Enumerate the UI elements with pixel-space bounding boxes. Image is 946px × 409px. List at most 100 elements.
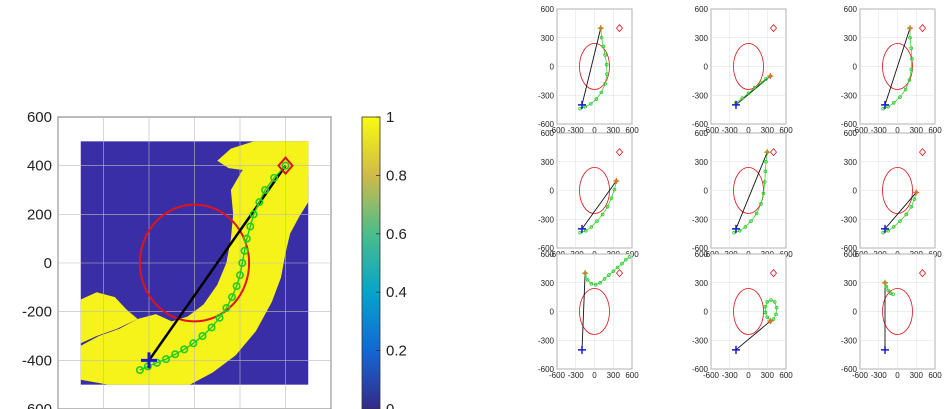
subplot-trajectory-point xyxy=(769,298,773,302)
subplot-end-marker xyxy=(907,25,913,32)
subplot-x-tick-label: 600 xyxy=(779,371,793,380)
subplot-x-tick-label: -300 xyxy=(568,126,585,135)
subplot-x-tick-label: 600 xyxy=(779,126,793,135)
subplot-y-tick-label: 0 xyxy=(853,187,858,196)
subplot-obstacle-circle xyxy=(733,43,764,90)
subplot-x-tick-label: 600 xyxy=(928,371,942,380)
subplot-trajectory-point xyxy=(600,212,605,217)
subplot-y-tick-label: 600 xyxy=(541,129,555,138)
subplot-trajectory-line xyxy=(734,152,768,233)
subplot-trajectory-point xyxy=(589,281,594,286)
subplot-goal-marker xyxy=(615,269,624,278)
subplot-trajectory-point xyxy=(909,67,914,72)
subplot-trajectory-point xyxy=(599,90,604,95)
subplot-trajectory-point xyxy=(763,169,768,174)
subplot-trajectory-point xyxy=(771,317,776,321)
trajectory-point xyxy=(246,222,255,231)
subplot-trajectory-point xyxy=(903,87,908,92)
subplot-trajectory-point xyxy=(595,219,599,223)
subplot-obstacle-circle xyxy=(579,43,610,90)
trajectory-point xyxy=(236,271,245,280)
subplot-trajectory-point xyxy=(763,304,768,309)
subplot-x-tick-label: -600 xyxy=(703,371,720,380)
obstacle-circle xyxy=(138,203,251,323)
subplot-trajectory-point xyxy=(886,288,890,293)
subplot-y-tick-label: -300 xyxy=(692,336,709,345)
subplot-goal-marker xyxy=(769,269,778,278)
subplot-start-marker xyxy=(881,100,889,109)
subplot-obstacle-circle xyxy=(579,288,610,335)
subplot-x-tick-label: 300 xyxy=(910,371,924,380)
subplot-x-tick-label: 300 xyxy=(761,126,775,135)
subplot-y-tick-label: 600 xyxy=(695,250,709,259)
colorbar-tick-label: 0.2 xyxy=(386,343,407,360)
subplot-y-tick-label: -300 xyxy=(692,215,709,224)
subplot-x-tick-label: -600 xyxy=(703,126,720,135)
heatmap-figure: 600 400 200 0 -200 -400 -600 1 0.8 0.6 0.4 0.2 0 xyxy=(22,109,407,409)
subplot-x-tick-label: -600 xyxy=(852,371,869,380)
subplot-trajectory-point xyxy=(615,265,620,270)
subplot-trajectory-point xyxy=(585,278,590,282)
subplot-x-tick-label: -600 xyxy=(549,371,566,380)
trajectory-point xyxy=(180,345,189,354)
trajectory-point xyxy=(189,339,198,348)
subplot-goal-marker xyxy=(918,148,927,157)
subplot-direct-line xyxy=(581,28,602,105)
subplot-x-tick-label: -600 xyxy=(852,126,869,135)
heatmap-high-region-left xyxy=(80,292,138,344)
subplot-y-tick-label: 300 xyxy=(541,34,555,43)
subplot-trajectory-point xyxy=(891,101,896,105)
colorbar-tick-label: 0.8 xyxy=(386,167,407,184)
subplot-obstacle-circle xyxy=(882,167,913,214)
subplot-x-tick-label: 0 xyxy=(746,371,751,380)
subplot-trajectory-point xyxy=(765,300,770,304)
subplot-trajectory-point xyxy=(740,96,745,100)
colorbar xyxy=(361,116,381,409)
subplot-start-marker xyxy=(732,100,740,109)
subplot-trajectory-line xyxy=(882,28,913,109)
subplot-x-tick-label: 0 xyxy=(592,126,597,135)
subplot-x-tick-label: -300 xyxy=(722,371,739,380)
subplot-x-tick-label: 300 xyxy=(761,371,775,380)
subplot-x-tick-label: 0 xyxy=(895,371,900,380)
subplot-trajectory-line xyxy=(580,180,617,233)
subplot-y-tick-label: 600 xyxy=(844,5,858,14)
subplot-trajectory-point xyxy=(603,81,607,86)
subplot-y-tick-label: -300 xyxy=(841,91,858,100)
subplot-trajectory-point xyxy=(761,191,766,196)
subplot-start-marker xyxy=(732,224,740,233)
subplot-trajectory-point xyxy=(605,72,609,76)
colorbar-tick-label: 0 xyxy=(386,401,394,409)
subplot-trajectory-line xyxy=(735,75,771,104)
subplot-trajectory-point xyxy=(904,212,909,217)
subplot-end-marker xyxy=(597,25,604,32)
subplot-end-marker xyxy=(764,149,771,156)
subplot-trajectory-point xyxy=(898,95,902,99)
trajectory-point xyxy=(198,331,207,340)
subplot-trajectory-point xyxy=(598,280,602,285)
subplot-trajectory-point xyxy=(909,46,914,51)
subplot-direct-line xyxy=(735,75,771,106)
subplot-trajectory-point xyxy=(752,85,757,90)
heatmap-high-region xyxy=(80,141,309,385)
subplot-goal-marker xyxy=(769,148,778,157)
subplot-y-tick-label: -600 xyxy=(692,365,709,374)
subplot-y-tick-label: 600 xyxy=(541,250,555,259)
subplot-y-tick-label: 300 xyxy=(844,34,858,43)
subplot-y-tick-label: -600 xyxy=(692,244,709,253)
subplot-direct-line xyxy=(735,151,768,230)
subplot-y-tick-label: -600 xyxy=(841,120,858,129)
subplot-y-tick-label: -600 xyxy=(538,244,555,253)
subplot-trajectory-point xyxy=(603,53,607,57)
trajectory-point xyxy=(240,246,249,255)
y-tick-label: 200 xyxy=(27,206,52,223)
subplot-trajectory-point xyxy=(772,300,777,304)
subplot-end-marker xyxy=(582,270,589,277)
subplot-trajectory-point xyxy=(759,80,763,85)
